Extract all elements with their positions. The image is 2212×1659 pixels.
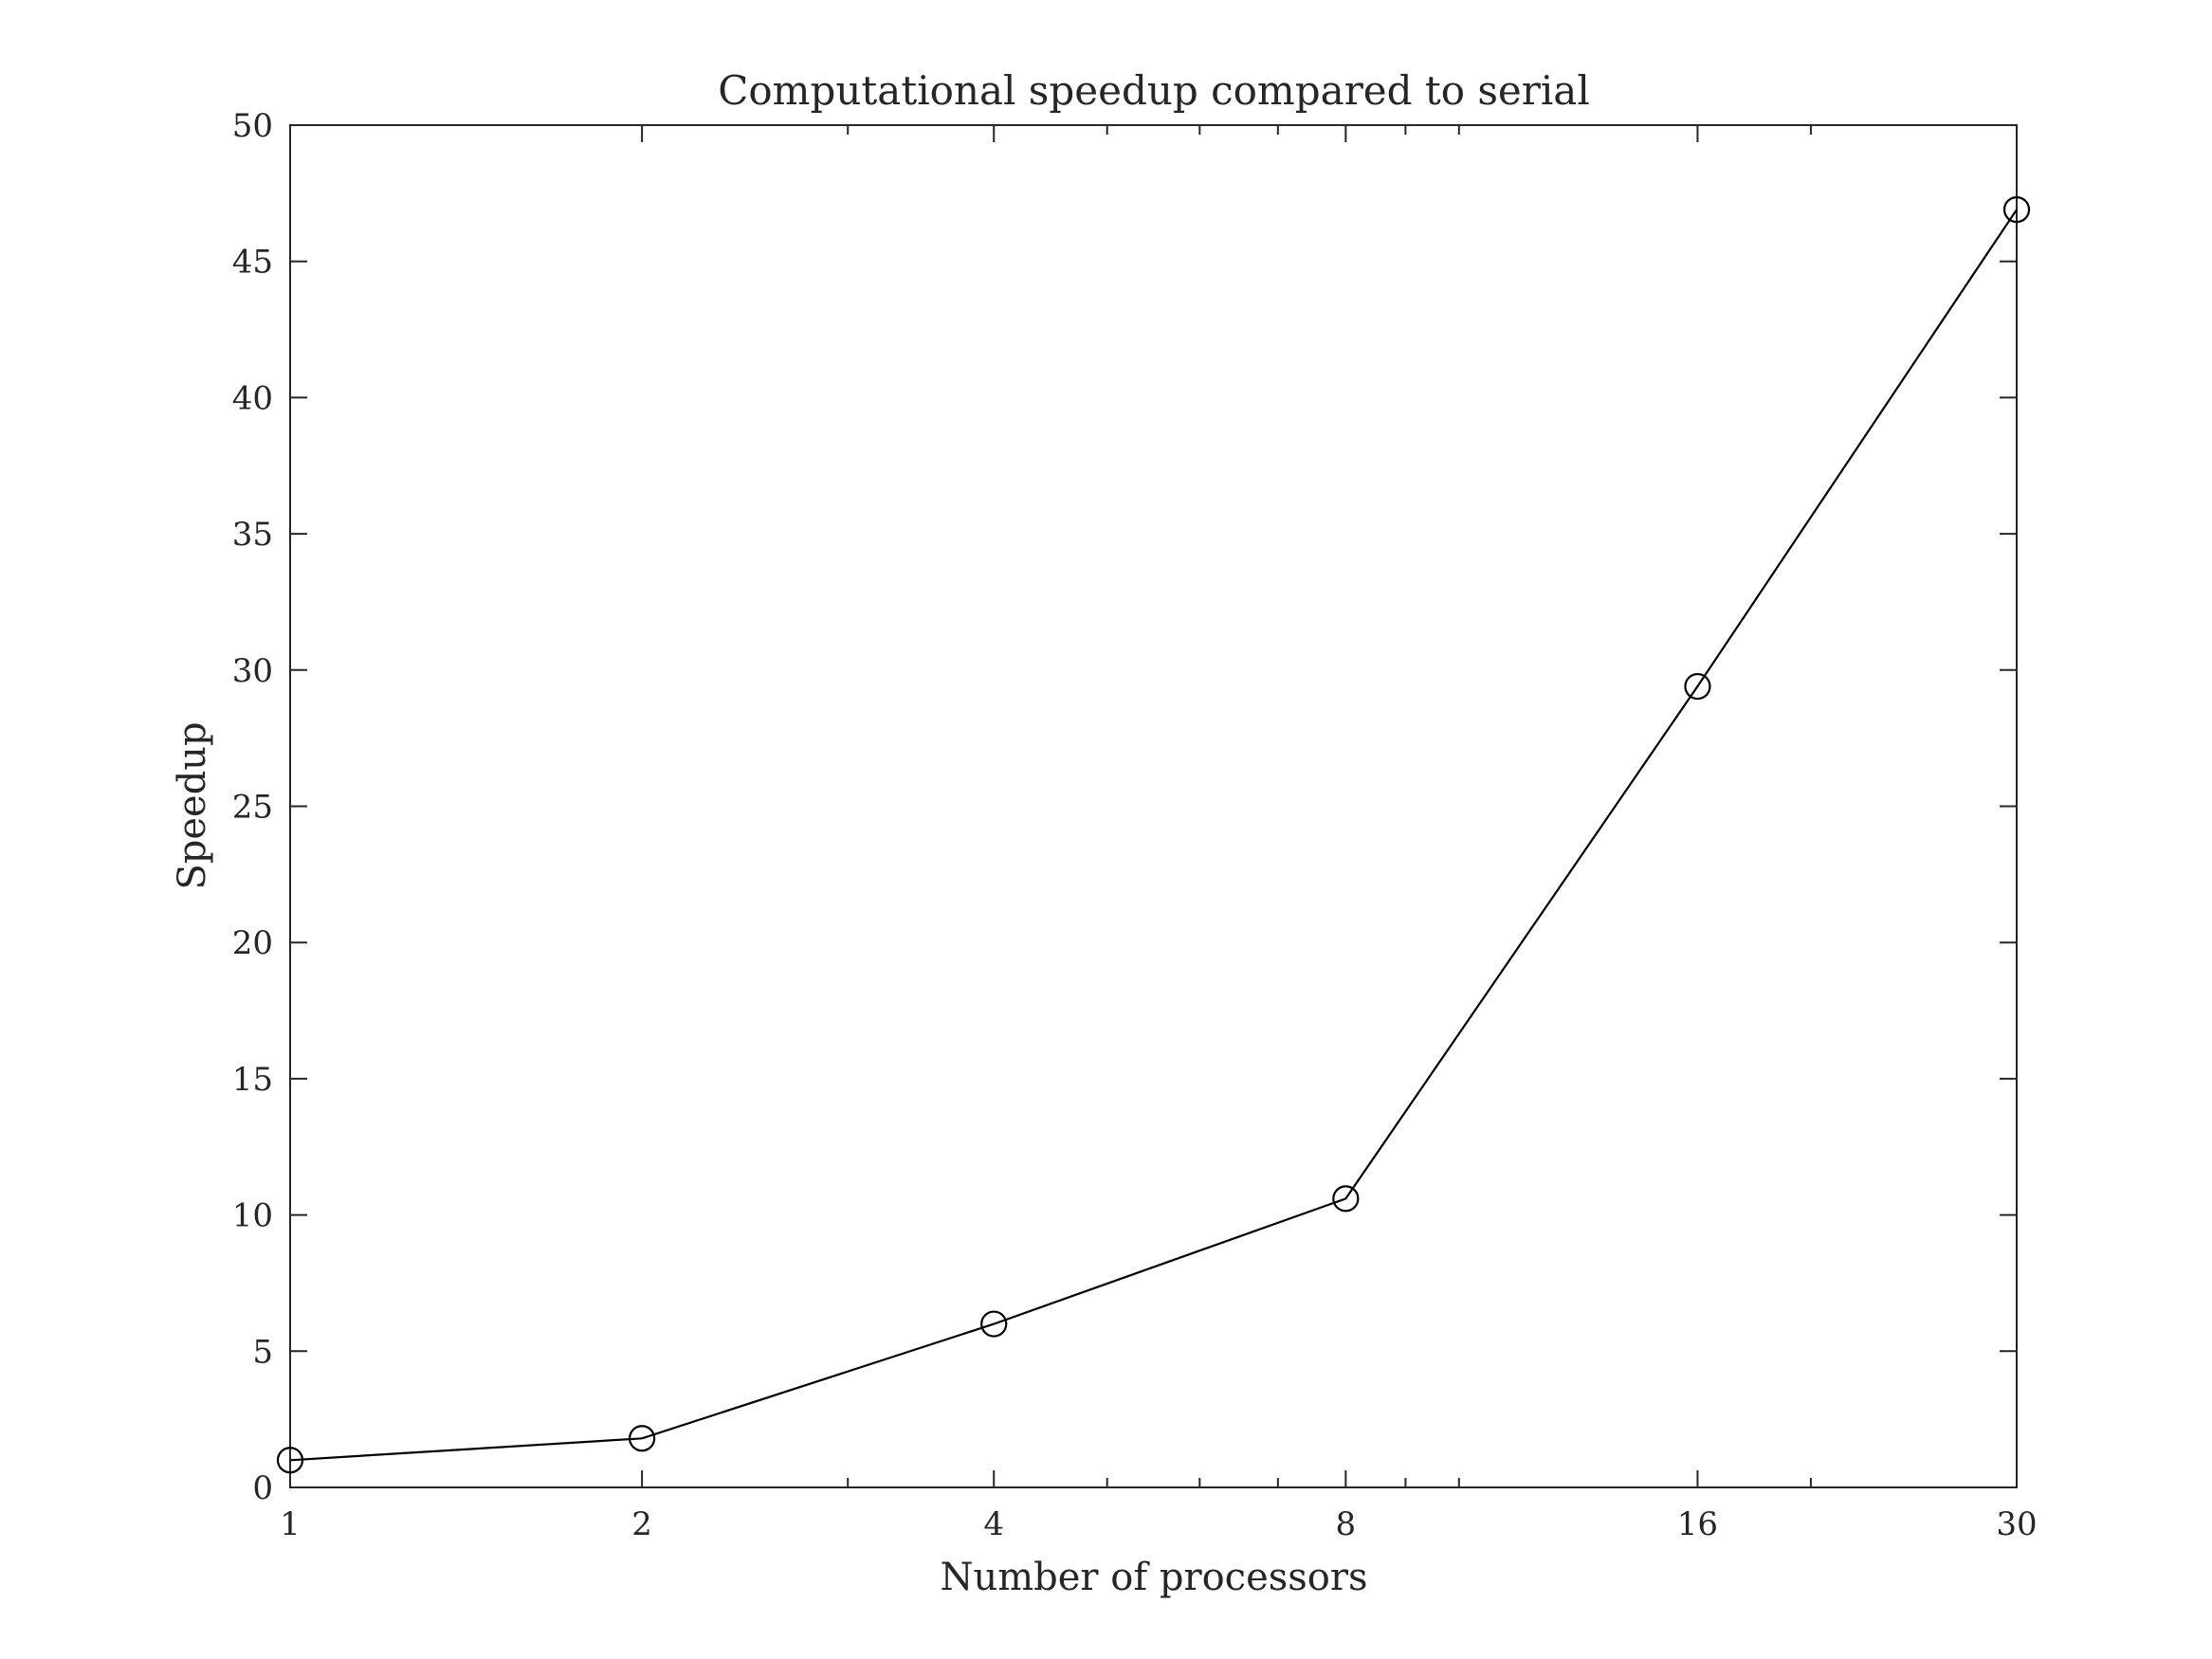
data-point bbox=[980, 1310, 1008, 1338]
y-tick-label: 45 bbox=[232, 244, 273, 282]
x-axis-ticks bbox=[289, 125, 2018, 1487]
y-tick-label: 0 bbox=[252, 1469, 273, 1507]
chart-title: Computational speedup compared to serial bbox=[718, 67, 1590, 114]
y-tick-label: 30 bbox=[232, 652, 273, 690]
series-layer bbox=[276, 195, 2031, 1474]
axes-frame bbox=[289, 124, 2018, 1488]
x-tick-label: 4 bbox=[983, 1505, 1004, 1543]
y-tick-label: 25 bbox=[232, 789, 273, 827]
x-axis-label: Number of processors bbox=[940, 1556, 1367, 1599]
data-point bbox=[629, 1425, 656, 1452]
x-tick-label: 1 bbox=[280, 1505, 301, 1543]
x-tick-label: 2 bbox=[631, 1505, 652, 1543]
y-tick-label: 50 bbox=[232, 107, 273, 145]
y-tick-label: 15 bbox=[232, 1061, 273, 1099]
data-point bbox=[276, 1447, 304, 1474]
y-tick-label: 40 bbox=[232, 379, 273, 417]
series-line bbox=[289, 209, 2018, 1462]
x-tick-label: 30 bbox=[1996, 1505, 2037, 1543]
x-tick-label: 8 bbox=[1336, 1505, 1357, 1543]
x-axis-tick-labels: 1 2 4 8 16 30 bbox=[280, 1505, 2037, 1543]
y-axis-label: Speedup bbox=[171, 721, 214, 889]
y-tick-label: 20 bbox=[232, 924, 273, 962]
y-axis-ticks bbox=[290, 124, 2017, 1488]
data-point bbox=[1332, 1185, 1360, 1212]
x-tick-label: 16 bbox=[1677, 1505, 1718, 1543]
y-axis-tick-labels: 0 5 10 15 20 25 30 35 40 45 50 bbox=[232, 107, 273, 1507]
data-point bbox=[2002, 195, 2031, 224]
y-tick-label: 10 bbox=[232, 1197, 273, 1235]
y-tick-label: 5 bbox=[252, 1333, 273, 1371]
y-tick-label: 35 bbox=[232, 516, 273, 554]
data-point bbox=[1684, 672, 1711, 701]
